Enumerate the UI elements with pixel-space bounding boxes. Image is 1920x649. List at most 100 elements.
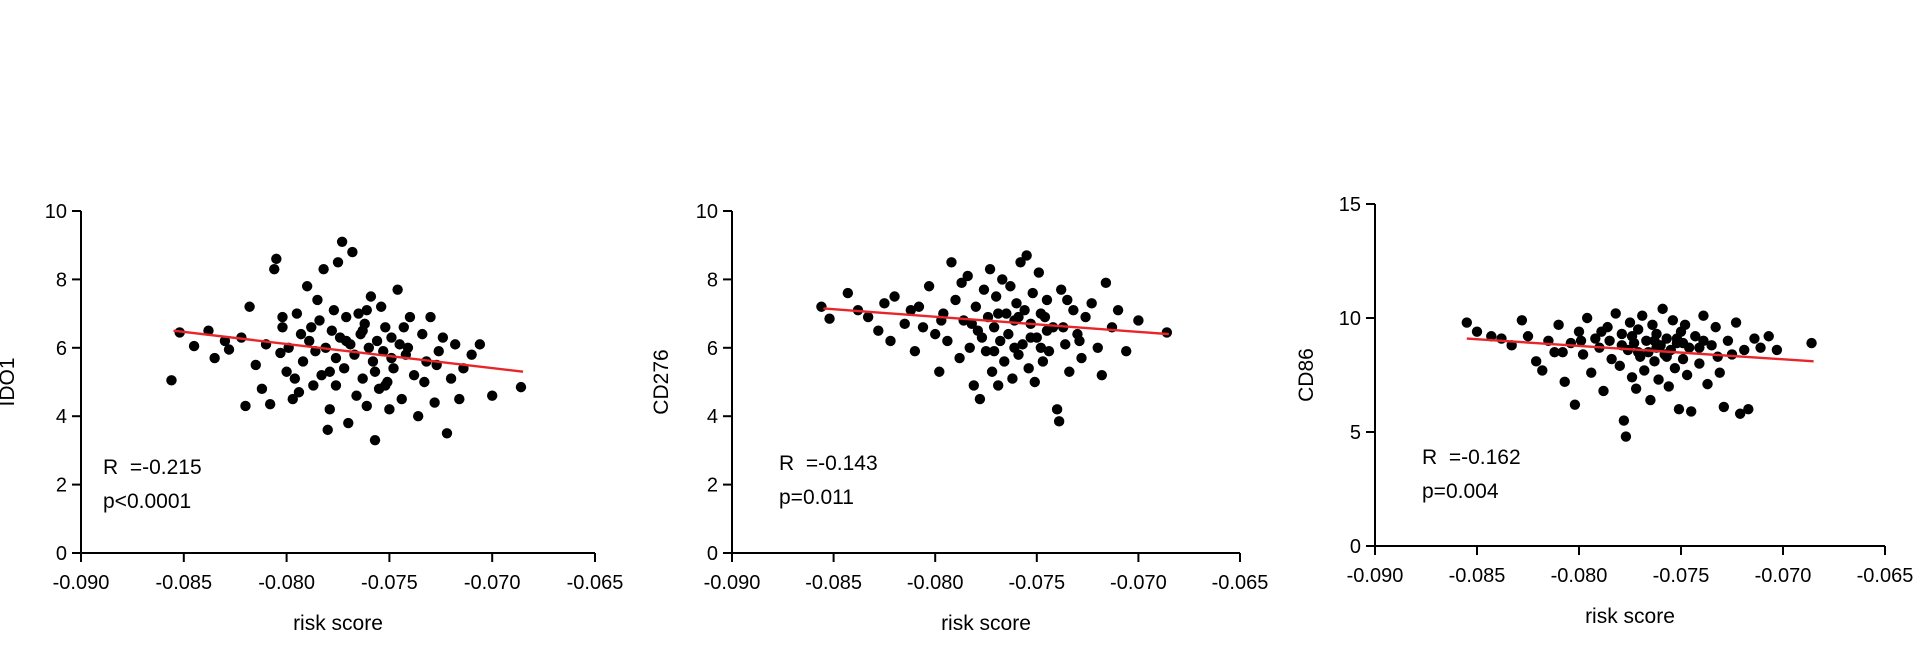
scatter-point bbox=[970, 301, 982, 312]
scatter-point bbox=[1092, 342, 1103, 353]
scatter-point bbox=[394, 339, 405, 350]
scatter-point bbox=[1702, 378, 1713, 390]
scatter-point bbox=[1632, 324, 1644, 335]
scatter-point bbox=[1739, 344, 1750, 356]
scatter-point bbox=[1698, 310, 1709, 321]
y-tick-label: 8 bbox=[56, 269, 67, 291]
y-tick-label: 10 bbox=[696, 201, 718, 223]
scatter-point bbox=[1043, 346, 1055, 357]
scatter-point bbox=[398, 322, 409, 333]
y-axis-title: CD276 bbox=[650, 349, 673, 414]
scatter-point bbox=[1037, 356, 1049, 367]
scatter-point bbox=[1017, 339, 1028, 350]
scatter-point bbox=[1471, 326, 1483, 337]
scatter-point bbox=[515, 381, 527, 393]
scatter-point bbox=[1537, 365, 1548, 376]
x-tick-label: -0.075 bbox=[1653, 565, 1710, 587]
scatter-point bbox=[1763, 331, 1774, 342]
x-tick-label: -0.070 bbox=[1110, 572, 1167, 594]
scatter-point bbox=[351, 390, 362, 401]
scatter-point bbox=[361, 304, 372, 316]
scatter-point bbox=[295, 328, 307, 340]
scatter-point bbox=[1679, 319, 1691, 331]
scatter-point bbox=[1806, 337, 1817, 349]
scatter-point bbox=[842, 287, 854, 299]
scatter-point bbox=[1522, 331, 1534, 342]
scatter-point bbox=[1060, 339, 1071, 350]
scatter-point bbox=[474, 339, 486, 350]
scatter-point bbox=[1100, 277, 1112, 289]
scatter-point bbox=[1663, 381, 1674, 392]
y-tick-label: 8 bbox=[707, 269, 718, 291]
scatter-point bbox=[1581, 312, 1593, 324]
scatter-panel-ido1: 0 2 4 6 8 10 -0.090 -0.085 -0.080 -0.075 -0.070 -0.… bbox=[0, 201, 623, 635]
scatter-point bbox=[1667, 315, 1679, 326]
scatter-point bbox=[1610, 308, 1621, 319]
scatter-point bbox=[341, 335, 352, 347]
scatter-point bbox=[1706, 340, 1717, 351]
correlation-r-text: R =-0.162 bbox=[1422, 446, 1521, 469]
scatter-point bbox=[1771, 344, 1783, 356]
scatter-point bbox=[209, 352, 220, 364]
scatter-point bbox=[1618, 415, 1630, 426]
scatter-point bbox=[338, 363, 350, 374]
x-tick-label: -0.075 bbox=[1008, 572, 1065, 594]
scatter-point bbox=[1041, 325, 1053, 336]
scatter-point bbox=[256, 383, 268, 395]
scatter-point bbox=[277, 322, 288, 333]
y-tick-label: 0 bbox=[707, 543, 718, 565]
scatter-point bbox=[289, 373, 301, 384]
scatter-point bbox=[330, 380, 342, 391]
scatter-point bbox=[1698, 335, 1709, 346]
scatter-point bbox=[1694, 358, 1705, 369]
scatter-point bbox=[375, 301, 387, 312]
scatter-point bbox=[275, 347, 286, 359]
scatter-point bbox=[384, 404, 395, 415]
scatter-point bbox=[964, 342, 975, 353]
scatter-point bbox=[1074, 335, 1085, 347]
scatter-point bbox=[950, 294, 961, 306]
scatter-point bbox=[365, 291, 377, 302]
scatter-point bbox=[1714, 367, 1725, 378]
scatter-point bbox=[1021, 250, 1032, 261]
scatter-point bbox=[1516, 315, 1528, 326]
scatter-point bbox=[336, 236, 348, 247]
scatter-point bbox=[343, 417, 354, 429]
scatter-point bbox=[1606, 353, 1617, 365]
scatter-point bbox=[992, 380, 1004, 391]
scatter-point bbox=[1005, 281, 1016, 292]
scatter-point bbox=[956, 277, 967, 289]
correlation-r-text: R =-0.143 bbox=[779, 452, 878, 475]
scatter-panel-cd86: 0 5 10 15 -0.090 -0.085 -0.080 -0.075 -0.070 -0.0… bbox=[1295, 194, 1913, 628]
scatter-point bbox=[367, 356, 379, 367]
scatter-point bbox=[369, 434, 381, 446]
scatter-point bbox=[968, 380, 980, 391]
scatter-point bbox=[942, 335, 953, 347]
scatter-point bbox=[408, 369, 420, 381]
scatter-point bbox=[1626, 372, 1638, 383]
x-tick-label: -0.070 bbox=[464, 572, 521, 594]
scatter-point bbox=[293, 387, 305, 398]
scatter-point bbox=[946, 257, 957, 268]
scatter-point bbox=[954, 352, 965, 364]
scatter-point bbox=[1557, 347, 1568, 358]
y-tick-label: 4 bbox=[56, 406, 67, 428]
scatter-point bbox=[1710, 321, 1721, 333]
scatter-point bbox=[1681, 369, 1693, 381]
scatter-point bbox=[990, 291, 1002, 302]
scatter-point bbox=[324, 404, 335, 415]
scatter-point bbox=[1669, 362, 1681, 374]
scatter-point bbox=[1586, 367, 1597, 378]
scatter-point bbox=[1001, 308, 1012, 319]
y-axis-title: CD86 bbox=[1295, 348, 1318, 402]
scatter-point bbox=[396, 393, 407, 405]
scatter-point bbox=[386, 352, 397, 364]
scatter-point bbox=[306, 322, 317, 333]
scatter-point bbox=[244, 301, 255, 312]
scatter-point bbox=[353, 308, 364, 319]
scatter-point bbox=[223, 344, 235, 355]
scatter-point bbox=[1645, 394, 1656, 406]
scatter-point bbox=[308, 380, 319, 391]
y-tick-label: 6 bbox=[707, 338, 718, 360]
